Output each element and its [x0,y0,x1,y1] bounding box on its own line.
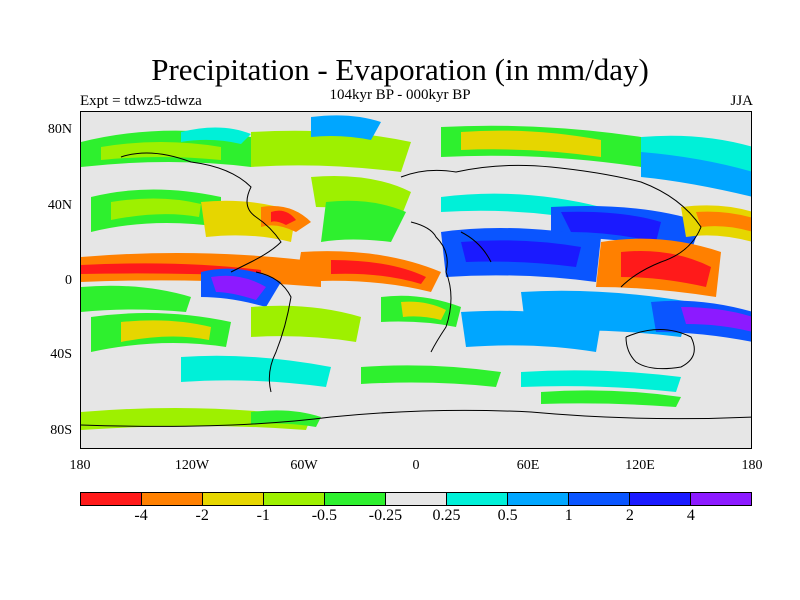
lon-label-60e: 60E [516,458,540,473]
colorbar-swatch-1 [142,493,203,505]
colorbar-swatch-8 [569,493,630,505]
colorbar-label: 0.25 [432,507,461,524]
lon-label-0: 0 [412,458,420,473]
south-region [81,295,681,430]
colorbar-swatch-10 [691,493,751,505]
lat-label-80s: 80S [50,423,72,438]
season-label: JJA [730,93,753,109]
colorbar-label: -1 [256,507,270,524]
colorbar-swatch-4 [325,493,386,505]
north-midlat-region [91,176,751,252]
colorbar-swatch-6 [447,493,508,505]
lon-label-60w: 60W [290,458,318,473]
chart-title: Precipitation - Evaporation (in mm/day) [151,52,649,87]
lon-label-120w: 120W [174,458,210,473]
experiment-label: Expt = tdwz5-tdwza [80,93,202,109]
colorbar-label: -4 [134,507,148,524]
colorbar-label: -2 [195,507,209,524]
lon-label-120e: 120E [625,458,655,473]
arctic-region [81,115,751,197]
colorbar-label: 1 [564,507,573,524]
colorbar-swatch-2 [203,493,264,505]
colorbar-swatch-3 [264,493,325,505]
coastlines [81,152,751,427]
colorbar-swatch-7 [508,493,569,505]
colorbar-swatch-0 [81,493,142,505]
colorbar-label: -0.25 [368,507,403,524]
lat-label-0: 0 [65,273,72,288]
lon-label-180w: 180 [69,458,91,473]
tropics-region [81,228,751,342]
colorbar-label: 2 [625,507,634,524]
lat-label-80n: 80N [47,122,72,137]
colorbar-swatch-9 [630,493,691,505]
colorbar-label: -0.5 [311,507,338,524]
period-subtitle: 104kyr BP - 000kyr BP [329,87,471,103]
colorbar [80,492,752,506]
colorbar-label: 4 [686,507,695,524]
colorbar-label: 0.5 [497,507,518,524]
colorbar-swatch-5 [386,493,447,505]
map-panel [80,111,752,449]
lat-label-40s: 40S [50,347,72,362]
lat-label-40n: 40N [47,198,72,213]
map-svg [81,112,751,448]
lon-label-180e: 180 [741,458,763,473]
